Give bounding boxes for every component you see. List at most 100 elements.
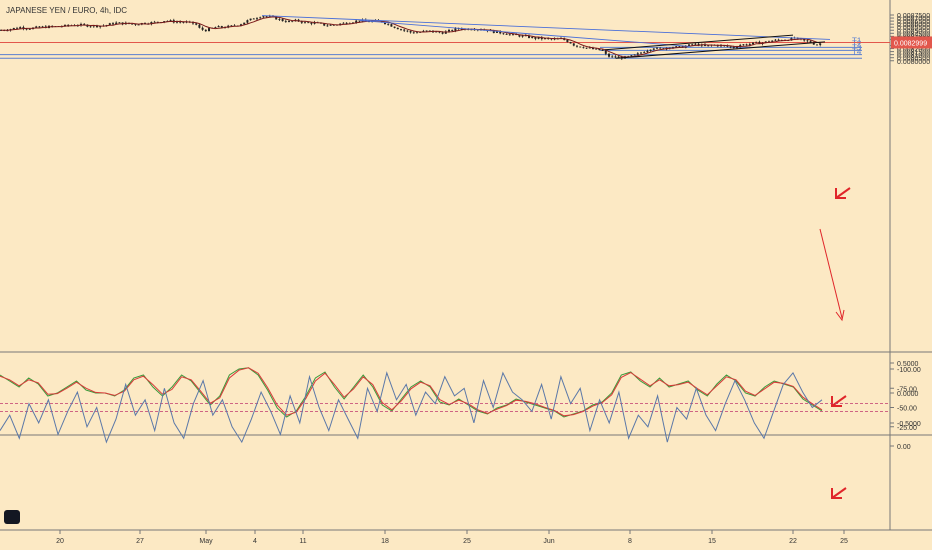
candle-body: [758, 41, 761, 44]
candle-body: [588, 47, 591, 49]
chart-title: JAPANESE YEN / EURO, 4h, IDC: [6, 6, 128, 15]
candle-body: [393, 26, 396, 28]
candle-body: [764, 41, 767, 43]
candle-body: [496, 31, 498, 33]
candle-body: [134, 24, 137, 25]
candle-body: [598, 48, 601, 51]
candle-body: [540, 37, 543, 40]
candle-body: [659, 47, 662, 49]
candle-body: [819, 43, 822, 45]
candle-body: [528, 35, 530, 38]
candle-body: [774, 39, 777, 41]
projection-arrowhead: [835, 309, 845, 322]
candle-body: [278, 19, 281, 20]
candle-body: [265, 16, 268, 18]
y-tick-label: 0.0086000: [897, 22, 930, 29]
rsi-tick-label: -50.00: [897, 406, 917, 413]
candle-body: [387, 24, 390, 25]
candle-body: [25, 28, 28, 30]
candle-body: [422, 30, 425, 33]
y-tick-label: 0.0080500: [897, 56, 930, 63]
target-label-t4: T4: [852, 47, 862, 56]
candle-body: [537, 37, 540, 39]
candle-body: [531, 36, 534, 38]
candle-body: [470, 29, 473, 31]
candle-body: [313, 22, 316, 24]
candle-body: [512, 34, 514, 35]
candle-body: [396, 27, 399, 30]
pointer-arrow-main: [835, 187, 851, 199]
pointer-arrow-rsi: [831, 487, 847, 499]
candle-body: [249, 18, 252, 21]
candle-body: [12, 27, 15, 30]
tradingview-logo[interactable]: [4, 510, 20, 524]
osc-tick-label: 0.0000: [897, 391, 919, 398]
candle-body: [745, 44, 748, 46]
x-tick-label: 4: [253, 538, 257, 545]
candle-body: [108, 23, 111, 26]
candle-body: [582, 47, 585, 49]
candle-body: [384, 22, 386, 25]
candle-body: [268, 16, 271, 17]
trendline-steep-downtrend: [359, 20, 691, 47]
candle-body: [252, 18, 255, 20]
x-tick-label: 25: [840, 538, 848, 545]
candle-body: [323, 23, 326, 26]
y-tick-label: 0.0087500: [897, 13, 930, 20]
candle-body: [569, 42, 572, 44]
candle-body: [611, 56, 614, 58]
candle-body: [342, 22, 345, 24]
candle-body: [707, 45, 710, 47]
candle-body: [604, 50, 607, 54]
candle-body: [41, 26, 44, 28]
rsi-tick-label: -100.00: [897, 367, 921, 374]
candle-body: [729, 46, 732, 48]
candle-body: [284, 21, 287, 22]
candle-body: [358, 20, 361, 22]
candle-body: [585, 47, 588, 49]
candle-body: [646, 50, 649, 53]
candle-body: [742, 44, 745, 46]
candle-body: [256, 18, 258, 20]
candle-body: [67, 24, 70, 26]
candle-body: [768, 41, 770, 43]
rsi-line-0: [0, 371, 823, 444]
candle-body: [454, 28, 457, 31]
candle-body: [614, 56, 617, 58]
candle-body: [240, 24, 242, 26]
candle-body: [390, 24, 393, 27]
candle-body: [502, 33, 505, 35]
candle-body: [806, 40, 809, 42]
x-tick-label: 11: [299, 538, 306, 545]
trendline-channel-upper: [604, 34, 794, 51]
x-tick-label: 20: [56, 538, 64, 545]
candle-body: [771, 40, 774, 42]
moving-average-line: [0, 16, 821, 58]
candle-body: [524, 35, 527, 37]
trendline-long-downtrend: [261, 15, 831, 40]
candle-body: [332, 24, 335, 26]
candle-body: [694, 43, 697, 45]
x-tick-label: 25: [463, 538, 471, 545]
candle-body: [521, 35, 524, 37]
candle-body: [678, 45, 681, 47]
candle-body: [16, 27, 18, 29]
candle-body: [115, 22, 118, 25]
candle-body: [156, 21, 159, 23]
candle-body: [406, 30, 409, 32]
candle-body: [649, 49, 652, 51]
candle-body: [544, 38, 546, 40]
candle-body: [144, 23, 146, 24]
candle-body: [400, 29, 402, 30]
candle-body: [83, 23, 86, 25]
candle-body: [592, 47, 594, 50]
candle-body: [204, 29, 207, 32]
candle-body: [505, 34, 508, 35]
candle-body: [732, 46, 735, 48]
candle-body: [246, 20, 249, 23]
osc-tick-label: -0.5000: [897, 421, 921, 428]
x-tick-label: May: [199, 538, 213, 545]
y-tick-label: 0.0085500: [897, 25, 930, 32]
candle-body: [812, 42, 815, 45]
y-tick-label: 0.0086500: [897, 19, 930, 26]
